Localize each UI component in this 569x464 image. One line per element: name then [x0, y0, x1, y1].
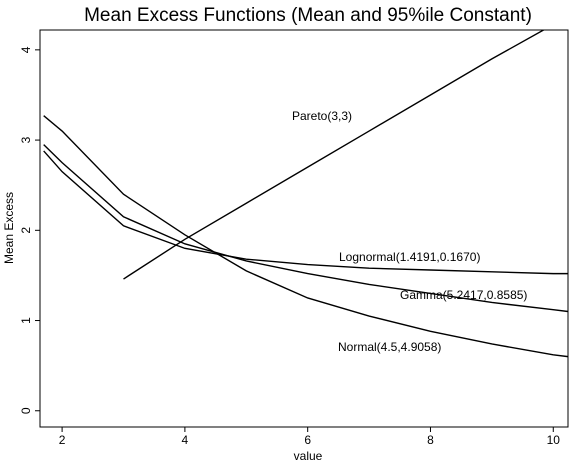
chart-title: Mean Excess Functions (Mean and 95%ile C…: [84, 5, 532, 26]
series-line: [43, 150, 568, 275]
y-tick-label: 4: [19, 46, 33, 53]
series-line: [43, 115, 568, 358]
x-axis-label: value: [294, 449, 323, 463]
y-tick-label: 2: [19, 227, 33, 234]
series-label: Lognormal(1.4191,0.1670): [339, 250, 480, 264]
y-axis-label: Mean Excess: [2, 192, 16, 264]
series-label: Normal(4.5,4.9058): [338, 340, 441, 354]
series-line: [43, 144, 568, 313]
x-tick-label: 2: [59, 433, 66, 447]
series-line: [123, 30, 546, 280]
y-tick-label: 1: [19, 317, 33, 324]
x-tick-label: 10: [547, 433, 561, 447]
x-tick-label: 8: [427, 433, 434, 447]
x-tick-label: 6: [304, 433, 311, 447]
y-tick-label: 3: [19, 136, 33, 143]
y-tick-label: 0: [19, 407, 33, 414]
series-label: Gamma(5.2417,0.8585): [400, 288, 527, 302]
plot-frame: [39, 29, 569, 428]
series-label: Pareto(3,3): [292, 109, 352, 123]
x-tick-label: 4: [182, 433, 189, 447]
